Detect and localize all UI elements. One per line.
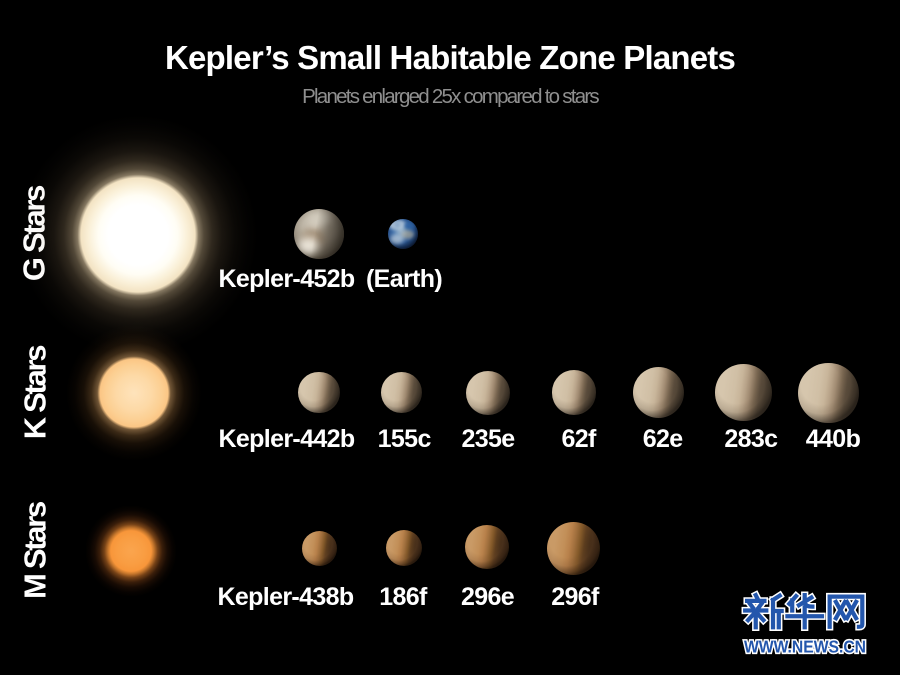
svg-text:WWW.NEWS.CN: WWW.NEWS.CN (744, 637, 866, 657)
